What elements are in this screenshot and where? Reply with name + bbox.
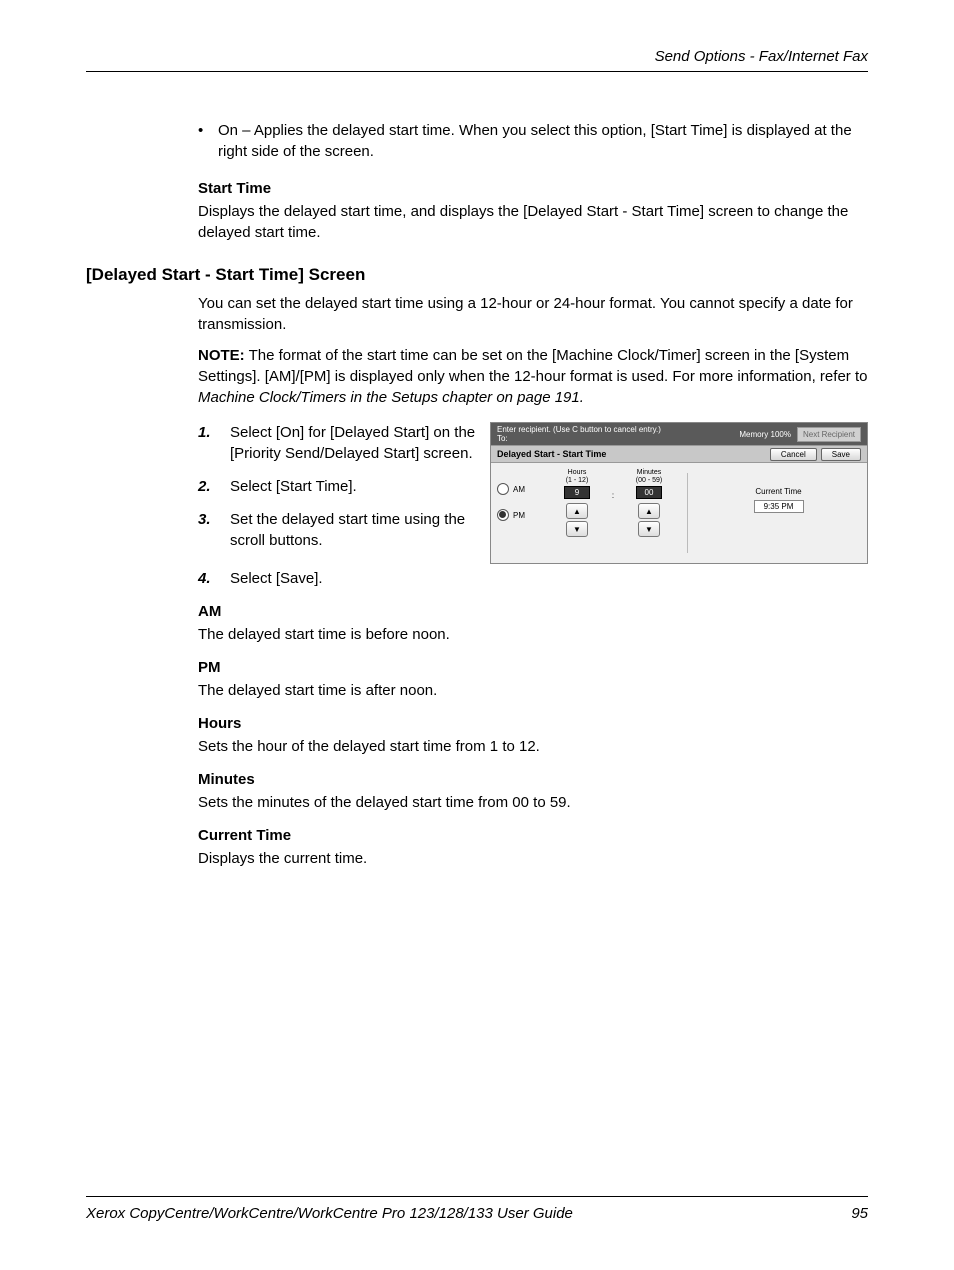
- step-2-text: Select [Start Time].: [230, 476, 357, 497]
- bullet-on-text: On – Applies the delayed start time. Whe…: [218, 120, 868, 162]
- am-heading: AM: [198, 603, 868, 620]
- current-time-label: Current Time: [696, 487, 861, 496]
- hours-value: 9: [564, 486, 590, 499]
- bullet-marker: •: [198, 120, 218, 162]
- footer-page-number: 95: [851, 1205, 868, 1222]
- ampm-column: AM PM: [497, 469, 547, 557]
- current-time-value: 9:35 PM: [754, 500, 804, 513]
- pm-heading: PM: [198, 659, 868, 676]
- start-time-heading: Start Time: [198, 180, 868, 197]
- minutes-up-button[interactable]: ▲: [638, 503, 660, 519]
- hours-def-text: Sets the hour of the delayed start time …: [198, 736, 868, 757]
- footer-guide: Xerox CopyCentre/WorkCentre/WorkCentre P…: [86, 1205, 573, 1222]
- am-radio-row[interactable]: AM: [497, 483, 547, 495]
- current-time-column: Current Time 9:35 PM: [696, 469, 861, 557]
- ui-panel-title: Delayed Start - Start Time: [497, 449, 606, 459]
- cancel-button[interactable]: Cancel: [770, 448, 817, 461]
- step-3-text: Set the delayed start time using the scr…: [230, 509, 478, 551]
- minutes-label: Minutes: [619, 469, 679, 476]
- minutes-value: 00: [636, 486, 662, 499]
- start-time-text: Displays the delayed start time, and dis…: [198, 201, 868, 243]
- am-label: AM: [513, 485, 525, 494]
- minutes-def-heading: Minutes: [198, 771, 868, 788]
- ui-title-bar: Delayed Start - Start Time Cancel Save: [491, 445, 867, 463]
- page-header: Send Options - Fax/Internet Fax: [86, 48, 868, 72]
- hours-def-heading: Hours: [198, 715, 868, 732]
- steps-list: 1. Select [On] for [Delayed Start] on th…: [198, 422, 478, 564]
- ui-body: AM PM Hours (1 - 12) 9 ▲ ▼ :: [491, 463, 867, 563]
- step-1-text: Select [On] for [Delayed Start] on the […: [230, 422, 478, 464]
- ui-topbar: Enter recipient. (Use C button to cancel…: [491, 423, 867, 445]
- vertical-divider: [687, 473, 688, 553]
- step-3: 3. Set the delayed start time using the …: [198, 509, 478, 551]
- minutes-range: (00 - 59): [619, 477, 679, 484]
- note-label: NOTE:: [198, 347, 245, 364]
- step-4-num: 4.: [198, 568, 230, 589]
- next-recipient-button[interactable]: Next Recipient: [797, 427, 861, 442]
- bullet-on: • On – Applies the delayed start time. W…: [198, 120, 868, 162]
- note-body: The format of the start time can be set …: [198, 347, 867, 385]
- pm-radio-icon: [497, 509, 509, 521]
- minutes-down-button[interactable]: ▼: [638, 521, 660, 537]
- ui-to: To:: [497, 434, 661, 443]
- minutes-def-text: Sets the minutes of the delayed start ti…: [198, 792, 868, 813]
- pm-text: The delayed start time is after noon.: [198, 680, 868, 701]
- hours-range: (1 - 12): [547, 477, 607, 484]
- ui-memory: Memory 100%: [739, 430, 791, 439]
- time-colon: :: [607, 469, 619, 557]
- step-3-num: 3.: [198, 509, 230, 551]
- step-2: 2. Select [Start Time].: [198, 476, 478, 497]
- note-italic: Machine Clock/Timers in the Setups chapt…: [198, 389, 584, 406]
- current-time-heading: Current Time: [198, 827, 868, 844]
- step-4: 4. Select [Save].: [198, 568, 868, 589]
- am-radio-icon: [497, 483, 509, 495]
- hours-label: Hours: [547, 469, 607, 476]
- step-1-num: 1.: [198, 422, 230, 464]
- ui-enter-recipient: Enter recipient. (Use C button to cancel…: [497, 425, 661, 434]
- step-1: 1. Select [On] for [Delayed Start] on th…: [198, 422, 478, 464]
- delayed-start-screen-heading: [Delayed Start - Start Time] Screen: [86, 265, 868, 285]
- note-block: NOTE: The format of the start time can b…: [198, 345, 868, 408]
- pm-label: PM: [513, 511, 525, 520]
- minutes-column: Minutes (00 - 59) 00 ▲ ▼: [619, 469, 679, 557]
- step-4-text: Select [Save].: [230, 568, 323, 589]
- ui-top-right: Memory 100% Next Recipient: [739, 427, 861, 442]
- am-text: The delayed start time is before noon.: [198, 624, 868, 645]
- pm-radio-row[interactable]: PM: [497, 509, 547, 521]
- screenshot-panel: Enter recipient. (Use C button to cancel…: [490, 422, 868, 564]
- current-time-text: Displays the current time.: [198, 848, 868, 869]
- step-2-num: 2.: [198, 476, 230, 497]
- hours-up-button[interactable]: ▲: [566, 503, 588, 519]
- save-button[interactable]: Save: [821, 448, 861, 461]
- ui-top-left: Enter recipient. (Use C button to cancel…: [497, 425, 661, 443]
- hours-column: Hours (1 - 12) 9 ▲ ▼: [547, 469, 607, 557]
- intro-text: You can set the delayed start time using…: [198, 293, 868, 335]
- hours-down-button[interactable]: ▼: [566, 521, 588, 537]
